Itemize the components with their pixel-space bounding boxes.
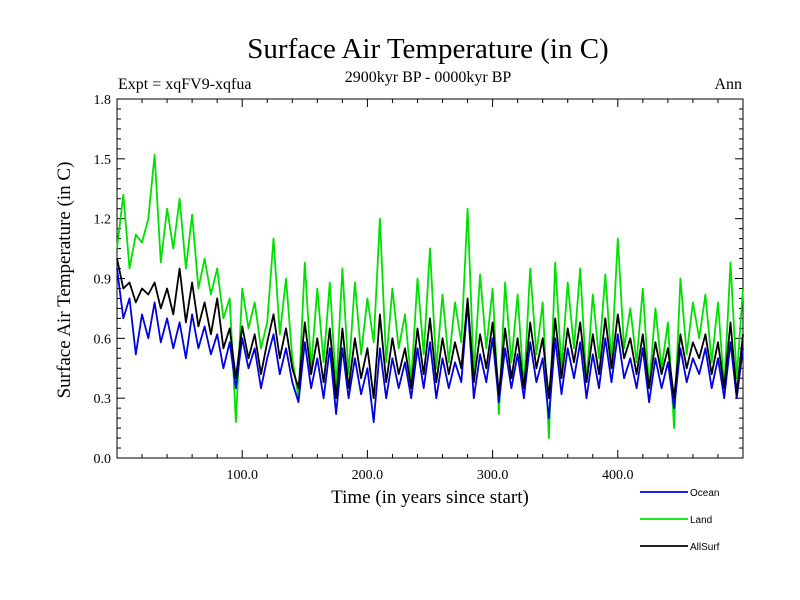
series-line-allsurf: [116, 258, 744, 400]
legend-label-allsurf: AllSurf: [690, 542, 720, 553]
x-axis-ticks: 100.0 200.0 300.0 400.0: [141, 99, 744, 483]
season-label: Ann: [714, 76, 742, 93]
y-tick-label: 0.6: [94, 332, 112, 347]
series-line-ocean: [116, 268, 744, 424]
y-tick-label: 1.5: [94, 153, 112, 168]
legend-label-land: Land: [690, 515, 712, 526]
plot-frame: [116, 98, 744, 459]
y-axis-label: Surface Air Temperature (in C): [54, 162, 75, 399]
chart-title: Surface Air Temperature (in C): [247, 33, 608, 65]
x-tick-label: 400.0: [602, 468, 634, 483]
y-tick-label: 1.8: [94, 93, 112, 108]
x-tick-label: 100.0: [226, 468, 258, 483]
series-line-land: [116, 153, 744, 440]
legend-label-ocean: Ocean: [690, 488, 719, 499]
y-tick-label: 1.2: [94, 213, 112, 228]
y-tick-label: 0.0: [94, 452, 112, 467]
x-axis-label: Time (in years since start): [331, 487, 529, 508]
x-tick-label: 300.0: [477, 468, 509, 483]
y-tick-label: 0.9: [94, 273, 112, 288]
series-lines: [116, 153, 744, 440]
chart-subtitle: 2900kyr BP - 0000kyr BP: [345, 69, 512, 86]
x-tick-label: 200.0: [352, 468, 384, 483]
legend: Ocean Land AllSurf: [640, 488, 720, 553]
y-tick-label: 0.3: [94, 392, 112, 407]
experiment-label: Expt = xqFV9-xqfua: [118, 76, 251, 93]
